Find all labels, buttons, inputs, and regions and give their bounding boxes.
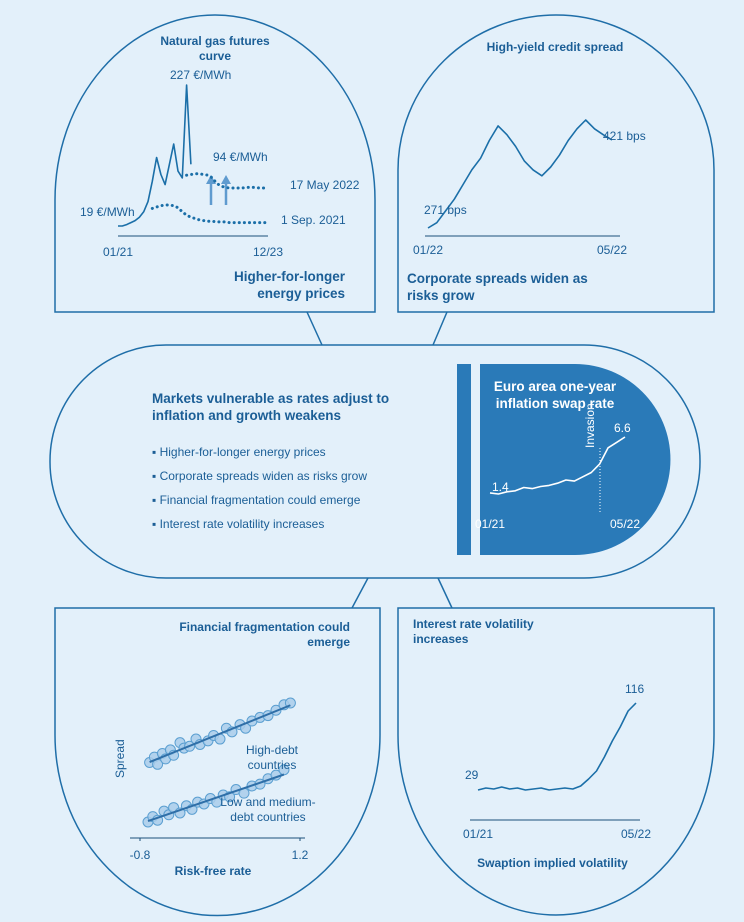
bullet: Higher-for-longer energy prices: [152, 445, 326, 460]
chart-title: High-yield credit spread: [486, 40, 624, 54]
data-label: 116: [625, 682, 645, 696]
chart-title: Financial fragmentation could emerge: [179, 620, 350, 649]
bullet: Corporate spreads widen as risks grow: [152, 469, 367, 484]
x-axis-label: Swaption implied volatility: [477, 856, 628, 870]
panel-outline: [54, 607, 381, 917]
x-tick-label: 01/22: [412, 243, 444, 257]
arrow-head: [221, 175, 231, 184]
x-tick-label: 1.2: [291, 848, 309, 862]
annotation: 94 €/MWh: [213, 150, 268, 164]
panel-caption: Corporate spreads widen as risks grow: [407, 271, 588, 303]
annotation: 271 bps: [424, 203, 467, 217]
chart-title: Interest rate volatility increases: [413, 617, 534, 646]
data-label: 29: [465, 768, 479, 782]
panel-outline: [397, 14, 715, 313]
y-axis-label: Spread: [113, 739, 127, 778]
x-tick-label: 05/22: [609, 517, 641, 531]
line: [427, 119, 613, 229]
chart-title: Natural gas futures curve: [160, 34, 270, 63]
series-label: High-debt countries: [245, 743, 299, 772]
x-tick-label: 05/22: [620, 827, 652, 841]
trend-line: [147, 773, 285, 823]
annotation: 421 bps: [603, 129, 646, 143]
chart-title: Euro area one-year inflation swap rate: [493, 379, 617, 411]
x-axis-label: Risk-free rate: [174, 864, 252, 878]
series-label: 1 Sep. 2021: [281, 213, 346, 227]
connector: [437, 577, 453, 609]
line: [150, 203, 270, 225]
series-label: Low and medium-debt countries: [220, 795, 316, 824]
connector: [306, 311, 323, 346]
trend-line: [149, 704, 291, 763]
panel-caption: Higher-for-longer energy prices: [234, 269, 345, 301]
line: [489, 436, 626, 495]
data-label: 6.6: [614, 421, 631, 435]
panel-outline: [397, 607, 715, 916]
x-tick-label: -0.8: [129, 848, 151, 862]
x-tick-label: 01/21: [102, 245, 134, 259]
data-label: 1.4: [492, 480, 509, 494]
x-tick-label: 01/21: [474, 517, 506, 531]
connector: [432, 311, 448, 346]
annotation: Invasion: [583, 403, 597, 448]
annotation: 227 €/MWh: [170, 68, 232, 82]
x-tick-label: 12/23: [252, 245, 284, 259]
accent-bar: [457, 364, 471, 555]
panel-title: Markets vulnerable as rates adjust to in…: [152, 391, 390, 423]
annotation: 19 €/MWh: [80, 205, 135, 219]
line: [477, 702, 637, 791]
bullet: Interest rate volatility increases: [152, 517, 325, 532]
connector: [351, 577, 369, 609]
bullet: Financial fragmentation could emerge: [152, 493, 361, 508]
line: [118, 84, 192, 227]
line: [185, 172, 270, 190]
x-tick-label: 01/21: [462, 827, 494, 841]
inset-background: [480, 364, 671, 555]
series-label: 17 May 2022: [290, 178, 360, 192]
x-tick-label: 05/22: [596, 243, 628, 257]
panel-outline: [54, 14, 376, 313]
